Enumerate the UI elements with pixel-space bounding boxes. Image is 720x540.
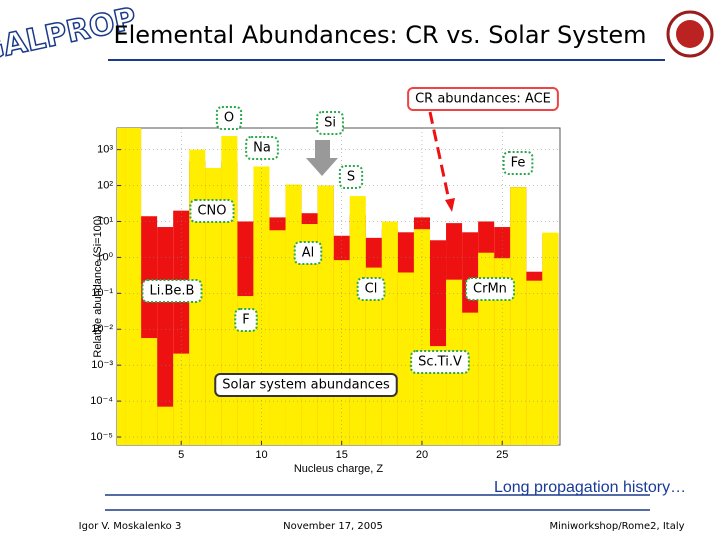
callout: Cl (356, 277, 386, 301)
callout-box (245, 136, 279, 160)
note: Long propagation history… (494, 479, 686, 496)
callout-box (141, 279, 203, 303)
callout: Sc.Ti.V (410, 350, 470, 374)
callout-label: Fe (511, 156, 526, 171)
step-bar (269, 230, 286, 445)
step-bar (173, 353, 190, 445)
x-tick-label: 25 (496, 449, 508, 461)
callout-box (407, 87, 559, 111)
callout-label: Li.Be.B (150, 284, 195, 299)
callout-box (465, 277, 515, 301)
y-tick-label: 10⁻² (91, 323, 113, 335)
y-axis-label: Relative abundance (Si=100) (92, 215, 104, 357)
seal (666, 10, 714, 58)
x-tick-label: 20 (416, 449, 428, 461)
step-bar (317, 185, 334, 445)
callout-label: Na (253, 141, 271, 156)
step-bar (365, 267, 382, 445)
step-bar (349, 196, 366, 445)
callout: CrMn (465, 277, 515, 301)
callout: Fe (502, 151, 534, 175)
callout-box (214, 373, 398, 397)
x-tick-label: 15 (336, 449, 348, 461)
arrow (428, 111, 452, 206)
arrow-head (445, 198, 455, 212)
x-tick-label: 10 (255, 449, 267, 461)
x-axis-label: Nucleus charge, Z (294, 463, 384, 475)
step-bar (526, 280, 543, 445)
callout: Li.Be.B (141, 279, 203, 303)
callout-label: CR abundances: ACE (415, 92, 551, 107)
y-tick-label: 10⁻⁴ (90, 395, 113, 407)
seal-center (676, 20, 704, 48)
callout: CR abundances: ACE (407, 87, 559, 111)
callout-label: Sc.Ti.V (418, 355, 462, 370)
step-bar (510, 187, 527, 445)
callout-label: S (347, 170, 355, 185)
callout-box (293, 241, 323, 265)
step-bar (381, 221, 398, 445)
step-bar (542, 232, 559, 445)
y-tick-label: 10⁻³ (91, 359, 113, 371)
callout: Na (245, 136, 279, 160)
footer-venue: Miniworkshop/Rome2, Italy (549, 521, 684, 532)
arrow (306, 140, 338, 176)
step-bar (141, 338, 158, 445)
y-tick-label: 10¹ (97, 215, 113, 227)
callout-box (189, 199, 235, 223)
callout-label: Cl (365, 282, 378, 297)
step-bar (397, 272, 414, 445)
step-bar (462, 312, 479, 445)
callout-label: O (224, 111, 234, 126)
callout: F (234, 308, 258, 332)
step-bar (478, 252, 495, 445)
callout: S (338, 165, 364, 189)
footer-author: Igor V. Moskalenko 3 (79, 521, 182, 532)
x-tick-label: 5 (178, 449, 184, 461)
callout: Al (293, 241, 323, 265)
callout-label: Si (324, 116, 336, 131)
step-bar (413, 229, 430, 445)
callout: CNO (189, 199, 235, 223)
callout-label: CrMn (473, 282, 507, 297)
callout-box (356, 277, 386, 301)
y-tick-label: 10⁻¹ (91, 287, 113, 299)
callout-label: Solar system abundances (222, 378, 390, 393)
callout-box (410, 350, 470, 374)
y-tick-label: 10⁻⁵ (90, 431, 113, 443)
callout-box (316, 111, 344, 135)
callout-label: F (242, 313, 249, 328)
y-tick-label: 10² (97, 179, 113, 191)
callout-box (215, 106, 243, 130)
callout: O (215, 106, 243, 130)
callout-box (234, 308, 258, 332)
y-tick-label: 10⁰ (96, 251, 113, 263)
slide-title: Elemental Abundances: CR vs. Solar Syste… (113, 21, 646, 49)
footer-date: November 17, 2005 (283, 521, 383, 532)
overlay: O Si Na S Fe CNO Al Cl CrMn Li.Be.B F Sc.Ti.V CR abu… (141, 87, 559, 397)
step-bar (494, 258, 511, 445)
step-bar (157, 406, 174, 445)
step-bar (117, 128, 126, 445)
callout-box (502, 151, 534, 175)
y-tick-label: 10³ (97, 144, 113, 156)
step-bar (125, 128, 142, 445)
callout: Solar system abundances (214, 373, 398, 397)
callout-label: Al (302, 246, 315, 261)
step-bar (285, 184, 302, 445)
step-bar (221, 135, 238, 445)
callout-label: CNO (197, 204, 226, 219)
callout: Si (316, 111, 344, 135)
step-bar (237, 296, 254, 445)
callout-box (338, 165, 364, 189)
